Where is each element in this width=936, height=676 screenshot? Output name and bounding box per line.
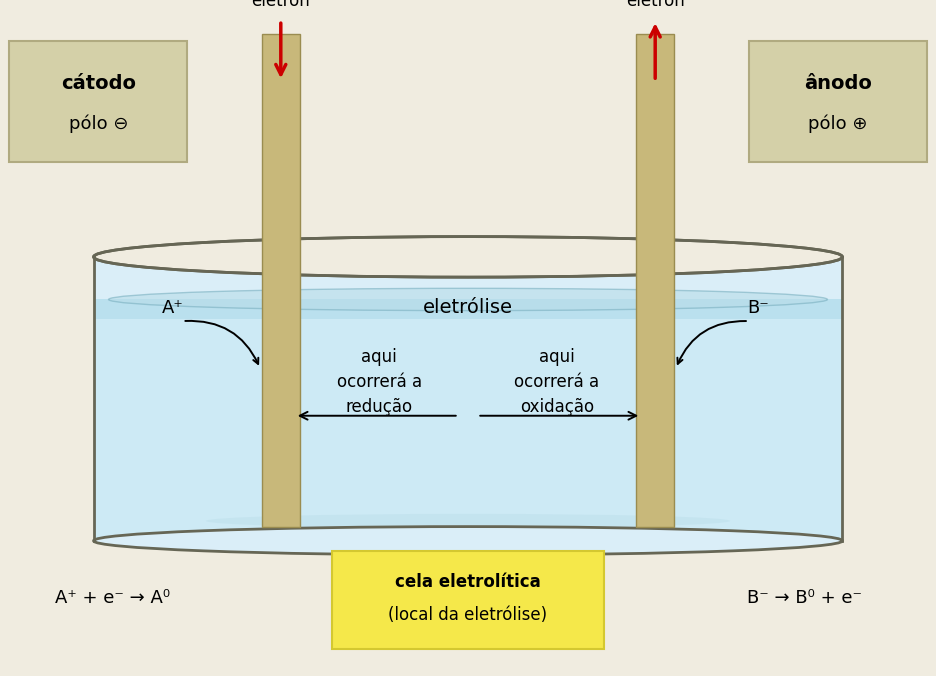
Bar <box>332 551 604 649</box>
Bar <box>94 257 842 541</box>
Text: ânodo: ânodo <box>804 74 871 93</box>
Bar <box>94 299 842 319</box>
Ellipse shape <box>94 237 842 277</box>
Text: elétron: elétron <box>252 0 310 10</box>
Bar <box>262 34 300 527</box>
Text: cátodo: cátodo <box>61 74 136 93</box>
Bar <box>94 299 842 541</box>
Text: A⁺ + e⁻ → A⁰: A⁺ + e⁻ → A⁰ <box>55 589 169 607</box>
Text: aqui
ocorrerá a
oxidação: aqui ocorrerá a oxidação <box>515 348 599 416</box>
Text: (local da eletrólise): (local da eletrólise) <box>388 606 548 624</box>
Ellipse shape <box>206 514 730 528</box>
Text: pólo ⊖: pólo ⊖ <box>68 114 128 132</box>
Bar <box>636 34 674 527</box>
Bar <box>9 41 187 162</box>
Text: A⁺: A⁺ <box>162 299 184 316</box>
Text: aqui
ocorrerá a
redução: aqui ocorrerá a redução <box>337 348 421 416</box>
Text: B⁻: B⁻ <box>747 299 769 316</box>
Bar <box>749 41 927 162</box>
Ellipse shape <box>94 527 842 555</box>
Text: B⁻ → B⁰ + e⁻: B⁻ → B⁰ + e⁻ <box>748 589 862 607</box>
Ellipse shape <box>109 288 827 311</box>
Text: cela eletrolítica: cela eletrolítica <box>395 573 541 592</box>
Text: eletrólise: eletrólise <box>423 298 513 317</box>
Text: pólo ⊕: pólo ⊕ <box>808 114 868 132</box>
Text: elétron: elétron <box>626 0 684 10</box>
